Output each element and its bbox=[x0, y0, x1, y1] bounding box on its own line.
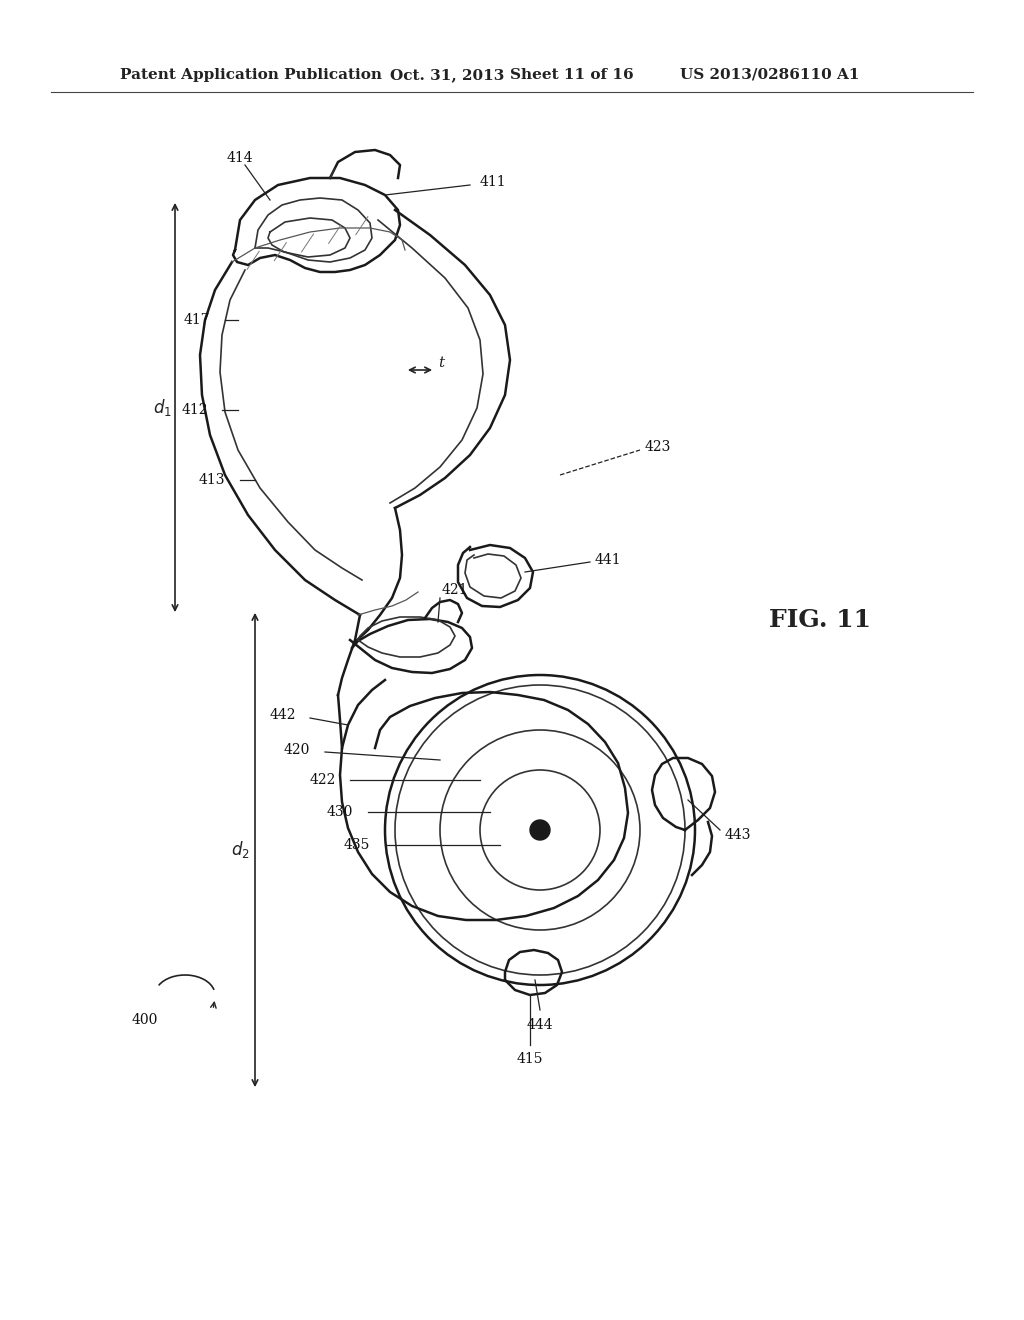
Text: Patent Application Publication: Patent Application Publication bbox=[120, 69, 382, 82]
Text: 415: 415 bbox=[517, 1052, 544, 1067]
Text: 444: 444 bbox=[526, 1018, 553, 1032]
Text: 443: 443 bbox=[725, 828, 752, 842]
Text: 420: 420 bbox=[284, 743, 310, 756]
Text: Oct. 31, 2013: Oct. 31, 2013 bbox=[390, 69, 505, 82]
Text: 421: 421 bbox=[442, 583, 469, 597]
Text: 422: 422 bbox=[309, 774, 336, 787]
Text: t: t bbox=[438, 356, 444, 370]
Text: 400: 400 bbox=[132, 1012, 158, 1027]
Circle shape bbox=[530, 820, 550, 840]
Text: 411: 411 bbox=[480, 176, 507, 189]
Text: US 2013/0286110 A1: US 2013/0286110 A1 bbox=[680, 69, 859, 82]
Text: 435: 435 bbox=[344, 838, 370, 851]
Text: 417: 417 bbox=[183, 313, 210, 327]
Text: Sheet 11 of 16: Sheet 11 of 16 bbox=[510, 69, 634, 82]
Text: 412: 412 bbox=[181, 403, 208, 417]
Text: 430: 430 bbox=[327, 805, 353, 818]
Text: 423: 423 bbox=[645, 440, 672, 454]
Text: 442: 442 bbox=[269, 708, 296, 722]
Text: $d_2$: $d_2$ bbox=[230, 840, 250, 861]
Text: 413: 413 bbox=[199, 473, 225, 487]
Text: 441: 441 bbox=[595, 553, 622, 568]
Text: $d_1$: $d_1$ bbox=[153, 397, 171, 418]
Text: FIG. 11: FIG. 11 bbox=[769, 609, 871, 632]
Text: 414: 414 bbox=[226, 150, 253, 165]
